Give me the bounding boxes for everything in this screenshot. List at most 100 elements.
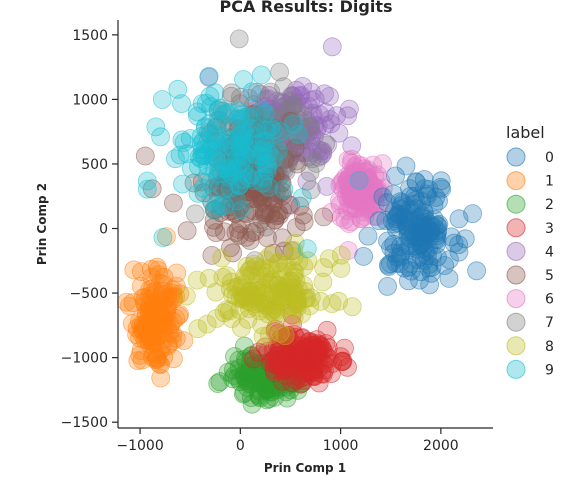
data-point — [309, 350, 328, 370]
data-point — [286, 218, 306, 237]
data-point — [314, 258, 334, 278]
data-point — [228, 219, 248, 239]
legend-title: label — [506, 123, 545, 142]
legend-item-1: 1 — [506, 171, 554, 191]
data-point — [185, 204, 205, 224]
data-point — [204, 217, 224, 237]
data-point — [420, 275, 440, 295]
data-point — [255, 205, 274, 225]
data-point — [302, 149, 322, 169]
data-point — [271, 282, 291, 302]
data-point — [253, 327, 273, 346]
data-point — [293, 205, 313, 225]
data-point — [297, 239, 317, 259]
data-point — [369, 183, 389, 203]
x-tick-label: 0 — [236, 438, 245, 454]
data-point — [135, 146, 155, 166]
legend: label 0 1 2 3 4 5 6 7 8 9 — [506, 123, 554, 379]
data-point — [314, 207, 334, 227]
legend-item-0: 0 — [506, 147, 554, 167]
data-point — [384, 184, 403, 204]
legend-label: 0 — [545, 150, 554, 166]
data-point — [398, 271, 418, 291]
data-point — [354, 202, 374, 222]
data-point — [322, 37, 342, 57]
y-tick-label: −1500 — [61, 415, 108, 431]
data-point — [251, 65, 271, 85]
data-point — [124, 260, 144, 280]
legend-item-2: 2 — [506, 194, 554, 214]
data-point — [255, 200, 274, 220]
data-point — [192, 94, 212, 113]
data-point — [270, 323, 290, 343]
series-1-points — [117, 227, 194, 388]
legend-label: 5 — [545, 268, 554, 284]
data-point — [354, 246, 374, 266]
y-axis-label: Prin Comp 2 — [35, 183, 49, 265]
data-point — [176, 286, 196, 306]
data-point — [342, 136, 362, 156]
legend-marker — [506, 336, 526, 356]
data-point — [384, 243, 404, 263]
data-point — [213, 267, 233, 287]
data-point — [206, 223, 226, 243]
data-point — [287, 297, 307, 317]
data-point — [234, 336, 254, 356]
data-point — [414, 230, 433, 250]
data-point — [356, 199, 376, 219]
data-point — [230, 300, 250, 320]
y-tick-label: −1000 — [61, 351, 108, 367]
data-point — [285, 138, 305, 158]
y-tick-label: 1000 — [72, 92, 108, 108]
data-point — [344, 187, 364, 207]
data-point — [304, 367, 324, 387]
data-point — [251, 146, 271, 166]
data-point — [242, 365, 262, 385]
data-point — [439, 268, 459, 288]
data-point — [232, 278, 252, 298]
legend-marker — [506, 218, 526, 238]
data-point — [341, 212, 361, 232]
data-point — [287, 154, 307, 174]
legend-item-3: 3 — [506, 218, 554, 238]
data-point — [234, 367, 254, 387]
data-point — [240, 231, 260, 250]
y-tick-label: 0 — [99, 222, 108, 238]
data-point — [418, 246, 437, 266]
data-point — [252, 100, 272, 120]
x-tick-label: 1000 — [323, 438, 359, 454]
data-point — [223, 243, 243, 263]
data-point — [299, 331, 319, 351]
data-point — [359, 198, 379, 218]
data-point — [261, 117, 281, 137]
data-point — [137, 179, 157, 199]
data-point — [238, 378, 257, 397]
legend-marker — [506, 265, 526, 285]
y-tick-label: −500 — [70, 286, 108, 302]
data-point — [223, 369, 243, 389]
data-point — [146, 350, 166, 370]
data-point — [210, 110, 229, 129]
data-point — [267, 206, 287, 226]
legend-marker — [506, 359, 526, 379]
data-point — [378, 276, 397, 296]
legend-label: 2 — [545, 197, 554, 213]
y-tick-label: 1500 — [72, 28, 108, 44]
data-point — [151, 368, 171, 388]
data-point — [151, 355, 171, 375]
data-point — [467, 261, 487, 281]
data-point — [274, 77, 294, 97]
x-tick-label: 2000 — [423, 438, 459, 454]
legend-label: 6 — [545, 292, 554, 308]
data-point — [199, 66, 219, 86]
data-point — [449, 242, 469, 262]
y-tick-label: 500 — [81, 157, 108, 173]
legend-marker — [506, 241, 526, 261]
data-point — [212, 248, 232, 268]
data-point — [131, 276, 151, 296]
data-point — [152, 90, 172, 109]
legend-label: 4 — [545, 244, 554, 260]
legend-item-5: 5 — [506, 265, 554, 285]
data-point — [244, 127, 264, 147]
